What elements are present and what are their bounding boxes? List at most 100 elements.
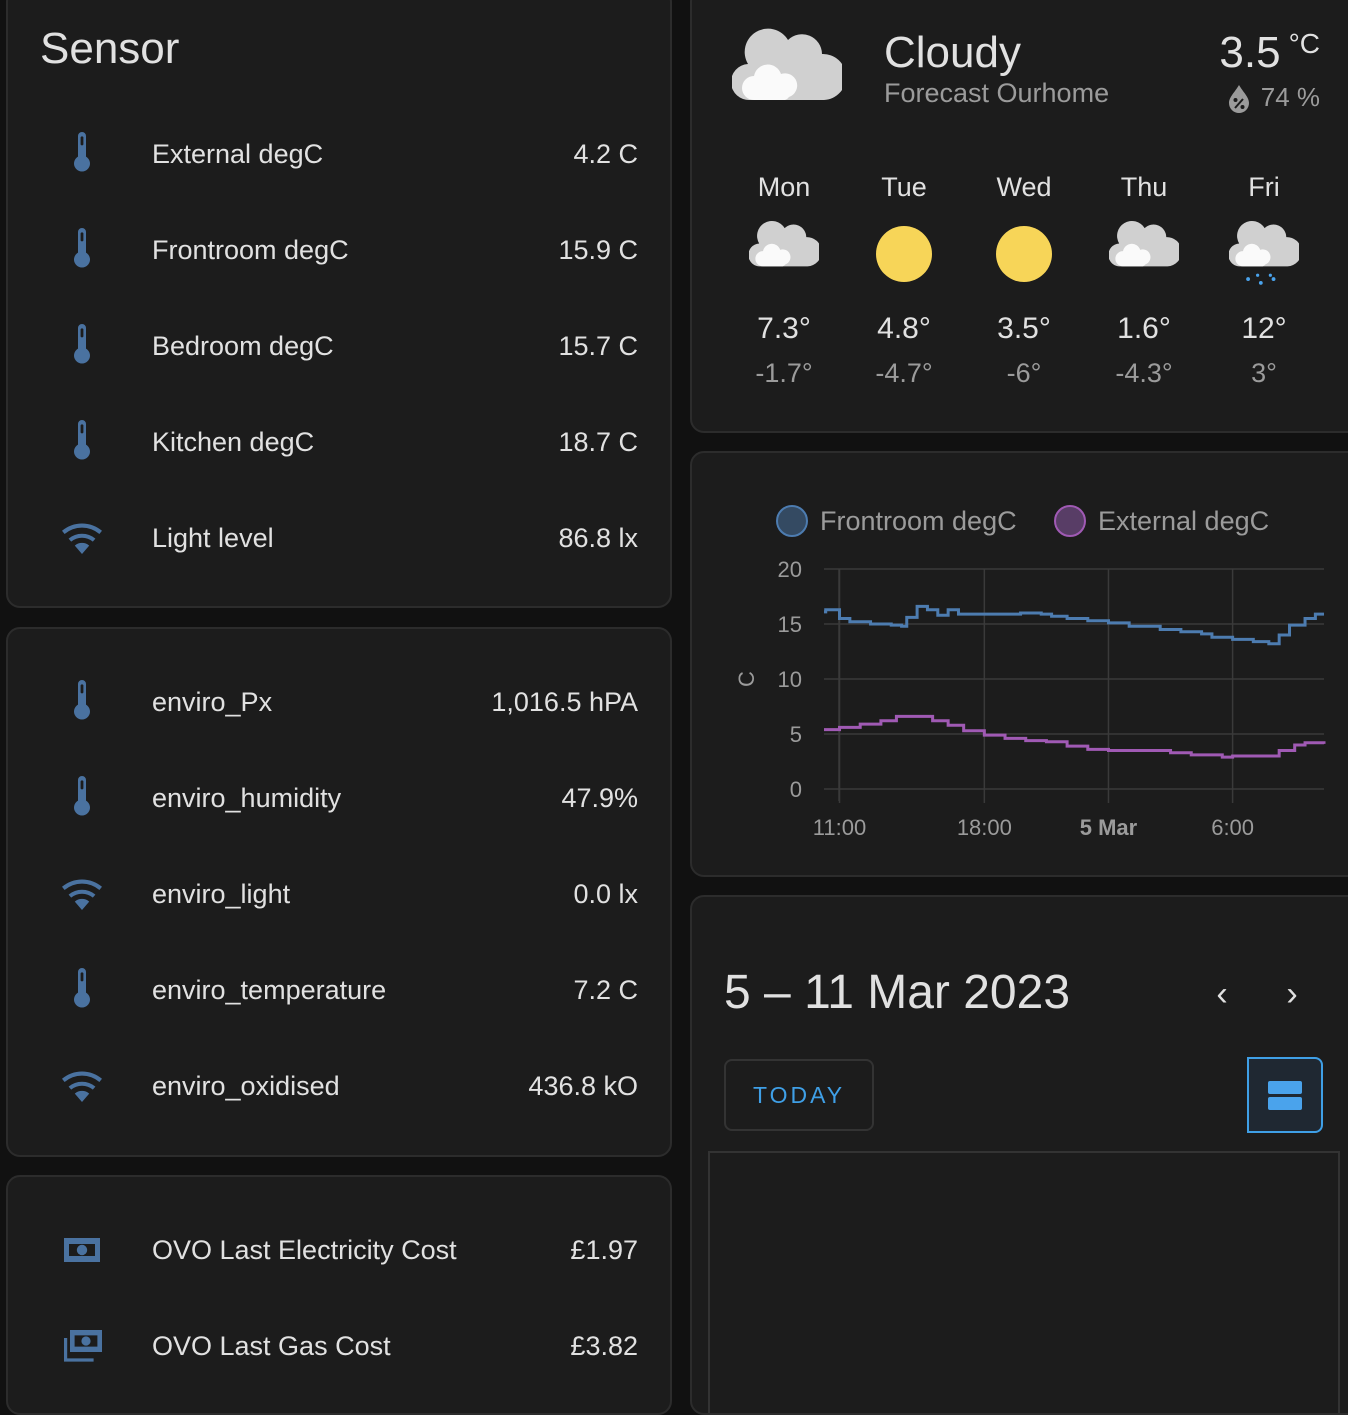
forecast-day: Thu 1.6° -4.3° bbox=[1084, 172, 1204, 389]
x-tick-label: 5 Mar bbox=[1080, 815, 1138, 840]
view-agenda-icon-bar bbox=[1268, 1096, 1302, 1110]
entity-value: 47.9% bbox=[561, 782, 638, 813]
entity-value: 4.2 C bbox=[573, 138, 638, 169]
legend-label: Frontroom degC bbox=[820, 505, 1017, 536]
temperature-value: 3.5 bbox=[1219, 28, 1281, 77]
entity-name: Bedroom degC bbox=[152, 330, 334, 361]
calendar-grid[interactable] bbox=[708, 1151, 1340, 1413]
card-title: Sensor bbox=[40, 24, 180, 73]
forecast-day-name: Tue bbox=[881, 172, 927, 202]
temperature-unit: °C bbox=[1288, 28, 1320, 59]
current-temperature: 3.5 °C bbox=[1219, 28, 1320, 78]
thermometer-icon bbox=[58, 966, 106, 1014]
forecast-high: 4.8° bbox=[877, 312, 931, 345]
next-week-button[interactable]: › bbox=[1286, 975, 1298, 1013]
entity-value: £1.97 bbox=[570, 1234, 638, 1265]
entity-row[interactable]: enviro_oxidised 436.8 kO bbox=[8, 1056, 670, 1116]
x-tick-label: 11:00 bbox=[813, 815, 866, 840]
legend-item-frontroom[interactable]: Frontroom degC bbox=[776, 505, 1017, 537]
rainy-icon bbox=[1229, 220, 1299, 285]
water-percent-icon bbox=[1228, 84, 1249, 113]
entity-value: £3.82 bbox=[570, 1330, 638, 1361]
view-agenda-icon bbox=[1268, 1080, 1302, 1094]
entity-row[interactable]: enviro_Px 1,016.5 hPA bbox=[8, 672, 670, 732]
wifi-icon bbox=[58, 514, 106, 562]
today-button[interactable]: TODAY bbox=[724, 1059, 874, 1131]
forecast-day: Tue 4.8° -4.7° bbox=[844, 172, 964, 389]
wifi-icon bbox=[58, 870, 106, 918]
entity-row[interactable]: OVO Last Gas Cost £3.82 bbox=[8, 1316, 670, 1376]
legend-label: External degC bbox=[1098, 505, 1270, 536]
entity-value: 0.0 lx bbox=[573, 878, 638, 909]
thermometer-icon bbox=[58, 322, 106, 370]
forecast-day: Mon 7.3° -1.7° bbox=[724, 172, 844, 389]
prev-week-button[interactable]: ‹ bbox=[1216, 975, 1228, 1013]
humidity-value: 74 % bbox=[1260, 82, 1320, 112]
forecast-high: 7.3° bbox=[757, 312, 811, 345]
series-line-external bbox=[824, 714, 1326, 759]
temperature-chart[interactable]: 0 5 10 15 20 11:00 18:00 5 Mar 6:00 C bbox=[692, 453, 1348, 877]
series-line-frontroom bbox=[824, 604, 1324, 646]
cost-card: OVO Last Electricity Cost £1.97 OVO Last… bbox=[6, 1175, 672, 1415]
enviro-card: enviro_Px 1,016.5 hPA enviro_humidity 47… bbox=[6, 627, 672, 1157]
entity-row[interactable]: Bedroom degC 15.7 C bbox=[8, 316, 670, 376]
forecast-day-name: Fri bbox=[1248, 172, 1280, 202]
x-tick-label: 18:00 bbox=[957, 815, 1012, 840]
forecast-low: -4.7° bbox=[875, 358, 933, 388]
entity-value: 7.2 C bbox=[573, 974, 638, 1005]
list-view-button[interactable] bbox=[1247, 1057, 1323, 1133]
entity-name: OVO Last Electricity Cost bbox=[152, 1234, 457, 1265]
thermometer-icon bbox=[58, 774, 106, 822]
entity-row[interactable]: enviro_temperature 7.2 C bbox=[8, 960, 670, 1020]
forecast-low: 3° bbox=[1251, 358, 1277, 388]
forecast-day-name: Mon bbox=[757, 172, 811, 202]
entity-name: enviro_light bbox=[152, 878, 291, 909]
y-tick-label: 5 bbox=[790, 722, 802, 747]
entity-row[interactable]: OVO Last Electricity Cost £1.97 bbox=[8, 1220, 670, 1280]
sunny-icon bbox=[996, 226, 1052, 282]
cash-multiple-icon bbox=[58, 1322, 106, 1370]
cash-icon bbox=[58, 1226, 106, 1274]
entity-row[interactable]: Light level 86.8 lx bbox=[8, 508, 670, 568]
wifi-icon bbox=[58, 1062, 106, 1110]
thermometer-icon bbox=[58, 226, 106, 274]
history-graph-card: Frontroom degC External degC 0 5 10 15 20 11:… bbox=[690, 451, 1348, 877]
entity-row[interactable]: enviro_humidity 47.9% bbox=[8, 768, 670, 828]
legend-swatch bbox=[1054, 505, 1086, 537]
entity-row[interactable]: External degC 4.2 C bbox=[8, 124, 670, 184]
calendar-date-range: 5 – 11 Mar 2023 bbox=[724, 966, 1071, 1019]
entity-name: Light level bbox=[152, 522, 274, 553]
entity-name: enviro_Px bbox=[152, 686, 273, 717]
y-tick-label: 15 bbox=[778, 612, 802, 637]
entity-name: enviro_oxidised bbox=[152, 1070, 340, 1101]
forecast-day-name: Thu bbox=[1120, 172, 1168, 202]
legend-item-external[interactable]: External degC bbox=[1054, 505, 1269, 537]
y-tick-label: 10 bbox=[778, 667, 802, 692]
entity-value: 15.9 C bbox=[558, 234, 638, 265]
y-tick-label: 20 bbox=[778, 557, 802, 582]
thermometer-icon bbox=[58, 130, 106, 178]
entity-value: 86.8 lx bbox=[558, 522, 638, 553]
cloudy-icon bbox=[1109, 220, 1179, 267]
y-axis-label: C bbox=[734, 671, 759, 687]
entity-value: 18.7 C bbox=[558, 426, 638, 457]
legend-swatch bbox=[776, 505, 808, 537]
forecast-day: Wed 3.5° -6° bbox=[964, 172, 1084, 389]
weather-entity-name: Forecast Ourhome bbox=[884, 78, 1110, 108]
weather-card[interactable]: Cloudy Forecast Ourhome 3.5 °C 74 % Mon 7… bbox=[690, 0, 1348, 433]
y-tick-label: 0 bbox=[790, 777, 802, 802]
forecast-high: 12° bbox=[1241, 312, 1287, 345]
forecast-high: 3.5° bbox=[997, 312, 1051, 345]
entity-name: External degC bbox=[152, 138, 324, 169]
entity-value: 15.7 C bbox=[558, 330, 638, 361]
entity-name: enviro_humidity bbox=[152, 782, 342, 813]
humidity: 74 % bbox=[1227, 82, 1320, 113]
entity-name: Kitchen degC bbox=[152, 426, 315, 457]
entity-row[interactable]: Frontroom degC 15.9 C bbox=[8, 220, 670, 280]
x-tick-label: 6:00 bbox=[1211, 815, 1254, 840]
cloudy-icon bbox=[749, 220, 819, 267]
forecast-high: 1.6° bbox=[1117, 312, 1171, 345]
entity-value: 1,016.5 hPA bbox=[491, 686, 638, 717]
entity-row[interactable]: Kitchen degC 18.7 C bbox=[8, 412, 670, 472]
entity-row[interactable]: enviro_light 0.0 lx bbox=[8, 864, 670, 924]
